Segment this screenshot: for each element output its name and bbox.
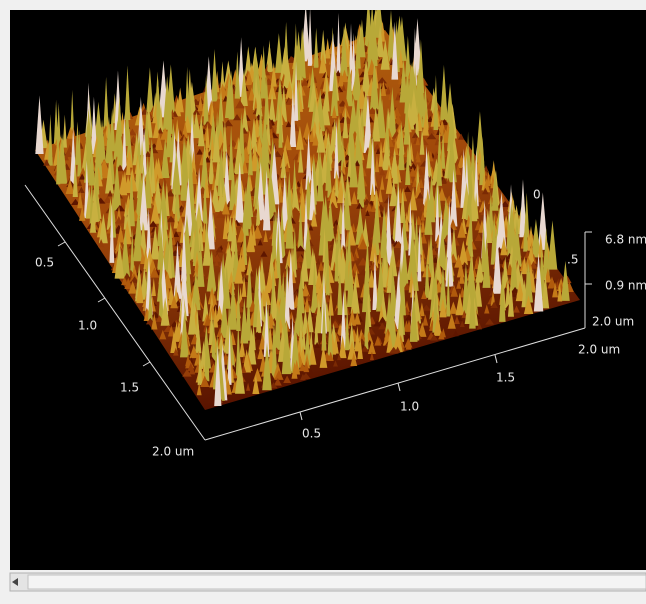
left-axis-label: 1.5	[120, 381, 139, 395]
height-axis-label: 6.8 nm	[605, 233, 646, 247]
back-axis-label: .5	[567, 253, 578, 267]
back-axis-label: 0	[533, 188, 541, 202]
left-axis-label: 1.0	[78, 319, 97, 333]
height-axis-label: 0.9 nm	[605, 279, 646, 293]
height-axis-label: 2.0 um	[592, 315, 634, 329]
left-axis-label: 2.0 um	[152, 445, 194, 459]
front-axis-label: 1.0	[400, 400, 419, 414]
front-axis-label: 2.0 um	[578, 343, 620, 357]
front-axis-label: 1.5	[496, 371, 515, 385]
afm-viewer: 0.5 1.0 1.5 2.0 um 0.5 1.0 1.5 2.0 um 6.…	[0, 0, 646, 604]
left-axis-label: 0.5	[35, 256, 54, 270]
page: 0.5 1.0 1.5 2.0 um 0.5 1.0 1.5 2.0 um 6.…	[0, 0, 646, 604]
front-axis-label: 0.5	[302, 427, 321, 441]
scrollbar-thumb[interactable]	[28, 575, 646, 589]
